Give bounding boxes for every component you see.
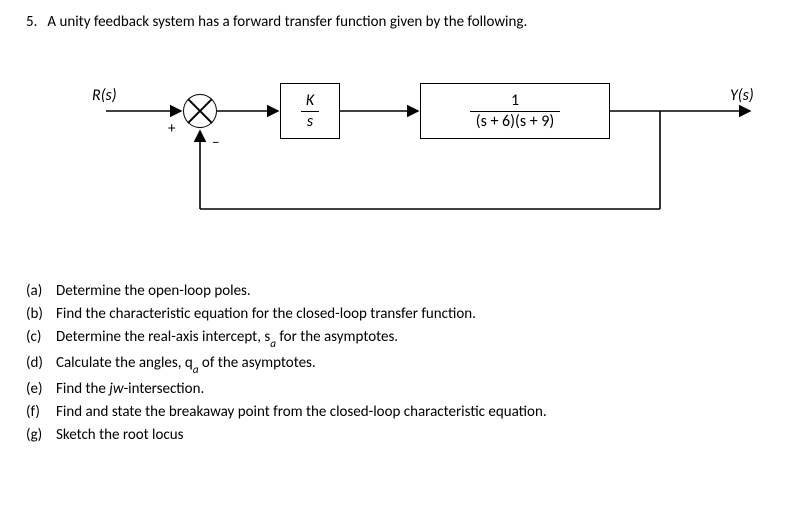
question-row: 5. A unity feedback system has a forward… bbox=[26, 12, 764, 33]
subpart-letter: (b) bbox=[26, 304, 48, 325]
subparts-list: (a) Determine the open-loop poles. (b) Find… bbox=[26, 281, 764, 446]
subpart-row: (e) Find the jw-intersection. bbox=[26, 379, 764, 400]
subpart-text: Find the jw-intersection. bbox=[56, 379, 204, 400]
input-signal-label: R(s) bbox=[92, 85, 117, 107]
sum-minus-sign: − bbox=[212, 133, 219, 154]
subpart-text: Find the characteristic equation for the… bbox=[56, 304, 476, 325]
subpart-letter: (e) bbox=[26, 379, 48, 400]
subpart-letter: (f) bbox=[26, 402, 48, 423]
subpart-row: (g) Sketch the root locus bbox=[26, 425, 764, 446]
plant-fraction: 1 (s + 6)(s + 9) bbox=[470, 92, 561, 130]
subpart-text: Determine the open-loop poles. bbox=[56, 281, 251, 302]
subpart-text: Find and state the breakaway point from … bbox=[56, 402, 547, 423]
subpart-text: Calculate the angles, qa of the asymptot… bbox=[56, 353, 316, 377]
plant-numerator: 1 bbox=[507, 92, 523, 111]
diagram-lines bbox=[62, 71, 762, 251]
question-number: 5. bbox=[26, 12, 37, 33]
sum-plus-sign: + bbox=[168, 119, 175, 140]
output-signal-label: Y(s) bbox=[730, 85, 754, 107]
gain-fraction: K s bbox=[301, 92, 319, 130]
subpart-letter: (g) bbox=[26, 425, 48, 446]
plant-denominator: (s + 6)(s + 9) bbox=[470, 111, 561, 131]
subpart-text: Sketch the root locus bbox=[56, 425, 184, 446]
subpart-row: (b) Find the characteristic equation for … bbox=[26, 304, 764, 325]
subpart-row: (f) Find and state the breakaway point fr… bbox=[26, 402, 764, 423]
subpart-text: Determine the real-axis intercept, sa fo… bbox=[56, 327, 398, 351]
subpart-row: (c) Determine the real-axis intercept, sa… bbox=[26, 327, 764, 351]
subpart-letter: (a) bbox=[26, 281, 48, 302]
question-text: A unity feedback system has a forward tr… bbox=[47, 12, 764, 33]
subpart-row: (d) Calculate the angles, qa of the asymp… bbox=[26, 353, 764, 377]
subpart-letter: (d) bbox=[26, 353, 48, 377]
gain-numerator: K bbox=[302, 92, 318, 111]
subpart-letter: (c) bbox=[26, 327, 48, 351]
gain-block: K s bbox=[280, 83, 340, 139]
block-diagram: R(s) Y(s) + − K s 1 (s + 6)(s + 9) bbox=[62, 71, 762, 251]
subpart-row: (a) Determine the open-loop poles. bbox=[26, 281, 764, 302]
gain-denominator: s bbox=[301, 111, 319, 131]
plant-block: 1 (s + 6)(s + 9) bbox=[420, 83, 610, 139]
